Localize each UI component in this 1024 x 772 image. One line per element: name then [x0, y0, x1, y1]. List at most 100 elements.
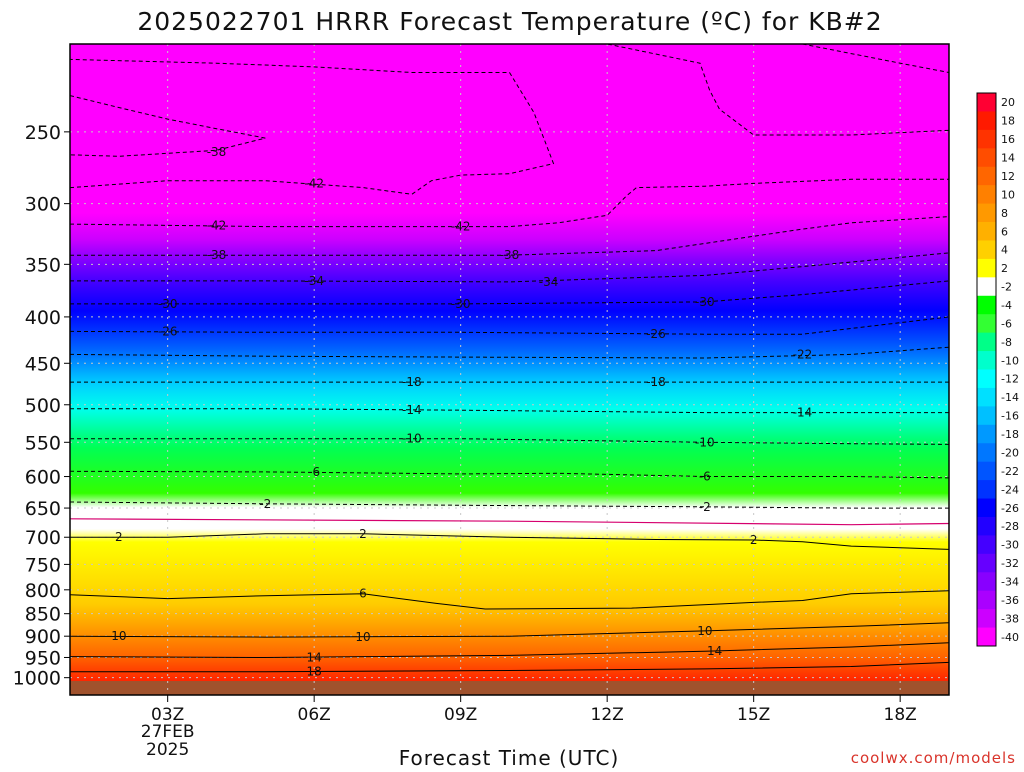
colorbar-label: -8 — [1001, 336, 1012, 349]
isotherm-line — [411, 44, 949, 136]
colorbar-label: -4 — [1001, 299, 1012, 312]
colorbar-swatch — [977, 553, 996, 573]
colorbar-swatch — [977, 480, 996, 500]
colorbar-label: 14 — [1001, 152, 1015, 165]
colorbar-label: -32 — [1001, 557, 1019, 570]
contour-label: 10 — [111, 629, 126, 643]
contour-label: -42 — [207, 218, 227, 232]
freezing-line — [70, 518, 949, 526]
contour-label: -6 — [308, 465, 320, 479]
contour-label: -18 — [402, 375, 422, 389]
colorbar-label: -16 — [1001, 410, 1019, 423]
colorbar-swatch — [977, 185, 996, 205]
x-year-label: 2025 — [146, 740, 189, 760]
colorbar-label: 8 — [1001, 207, 1008, 220]
colorbar: 20 18 16 14 12 10 8 6 4 2 -2 -4 -6 -8 -10 -12 -14 -16 -18 -… — [976, 92, 1019, 647]
colorbar-label: 12 — [1001, 170, 1015, 183]
y-tick-label: 750 — [25, 554, 61, 576]
y-tick-label: 500 — [25, 395, 61, 417]
y-tick-label: 600 — [25, 467, 61, 489]
colorbar-label: -24 — [1001, 483, 1019, 496]
y-tick-label: 400 — [25, 307, 61, 329]
contour-label: -38 — [207, 248, 227, 262]
colorbar-swatch — [977, 277, 996, 297]
contour-label: -38 — [207, 145, 227, 159]
contour-label: -2 — [259, 497, 271, 511]
colorbar-swatch — [977, 240, 996, 260]
contour-label: -34 — [304, 274, 324, 288]
colorbar-label: -18 — [1001, 428, 1019, 441]
contour-label: 14 — [707, 644, 722, 658]
x-tick-label: 18Z — [884, 705, 917, 725]
contour-label: 2 — [750, 533, 758, 547]
colorbar-label: -40 — [1001, 631, 1019, 644]
x-tick-label: 03Z — [151, 705, 184, 725]
colorbar-swatch — [977, 166, 996, 186]
colorbar-label: -26 — [1001, 502, 1019, 515]
contour-label: -22 — [793, 347, 813, 361]
contour-label: -2 — [699, 500, 711, 514]
isotherm-line — [70, 501, 949, 509]
colorbar-label: 20 — [1001, 96, 1015, 109]
contour-label: 18 — [307, 665, 322, 679]
contour-label: 6 — [359, 587, 367, 601]
colorbar-label: -38 — [1001, 612, 1019, 625]
isotherm-line — [802, 44, 949, 73]
x-axis-label: Forecast Time (UTC) — [399, 746, 620, 768]
contour-label: 2 — [359, 527, 367, 541]
colorbar-label: -10 — [1001, 354, 1019, 367]
y-tick-label: 950 — [25, 647, 61, 669]
isotherm-line — [70, 590, 949, 610]
contour-label: -10 — [695, 435, 715, 449]
isotherm-line — [70, 661, 949, 673]
colorbar-swatch — [977, 111, 996, 131]
colorbar-label: -14 — [1001, 391, 1019, 404]
contour-label: 10 — [697, 624, 712, 638]
colorbar-swatch — [977, 535, 996, 555]
colorbar-swatch — [977, 627, 996, 647]
contour-label: -6 — [699, 470, 711, 484]
colorbar-swatch — [977, 369, 996, 389]
y-tick-label: 550 — [25, 432, 61, 454]
contour-label: -14 — [793, 406, 813, 420]
isotherm-line — [70, 346, 949, 359]
contour-label: -42 — [451, 220, 471, 234]
colorbar-frame — [976, 92, 997, 647]
contour-label: -26 — [646, 327, 666, 341]
colorbar-label: 2 — [1001, 262, 1008, 275]
contour-label: -14 — [402, 403, 422, 417]
temperature-field — [70, 44, 949, 695]
isotherm-line — [70, 316, 949, 335]
colorbar-swatch — [977, 258, 996, 278]
x-tick-label: 06Z — [298, 705, 331, 725]
colorbar-swatch — [977, 387, 996, 407]
x-tick-label: 15Z — [737, 705, 770, 725]
colorbar-swatch — [977, 609, 996, 629]
colorbar-label: 18 — [1001, 115, 1015, 128]
isotherm-line — [70, 642, 949, 659]
isotherm-line — [70, 622, 949, 638]
credit-text: coolwx.com/models — [851, 749, 1016, 767]
colorbar-label: -34 — [1001, 575, 1019, 588]
colorbar-swatch — [977, 498, 996, 518]
colorbar-swatch — [977, 148, 996, 168]
colorbar-swatch — [977, 129, 996, 149]
isotherm-line — [70, 95, 266, 157]
y-tick-label: 900 — [25, 626, 61, 648]
colorbar-label: -20 — [1001, 446, 1019, 459]
colorbar-swatch — [977, 572, 996, 592]
isotherms — [70, 44, 949, 673]
plot-frame — [69, 43, 950, 696]
colorbar-label: 16 — [1001, 133, 1015, 146]
contour-label: -30 — [695, 295, 715, 309]
isotherm-line — [70, 408, 949, 414]
contour-label: -30 — [451, 297, 471, 311]
colorbar-swatch — [977, 295, 996, 315]
y-tick-label: 800 — [25, 580, 61, 602]
colorbar-swatch — [977, 424, 996, 444]
y-tick-label: 300 — [25, 194, 61, 216]
colorbar-label: -12 — [1001, 373, 1019, 386]
